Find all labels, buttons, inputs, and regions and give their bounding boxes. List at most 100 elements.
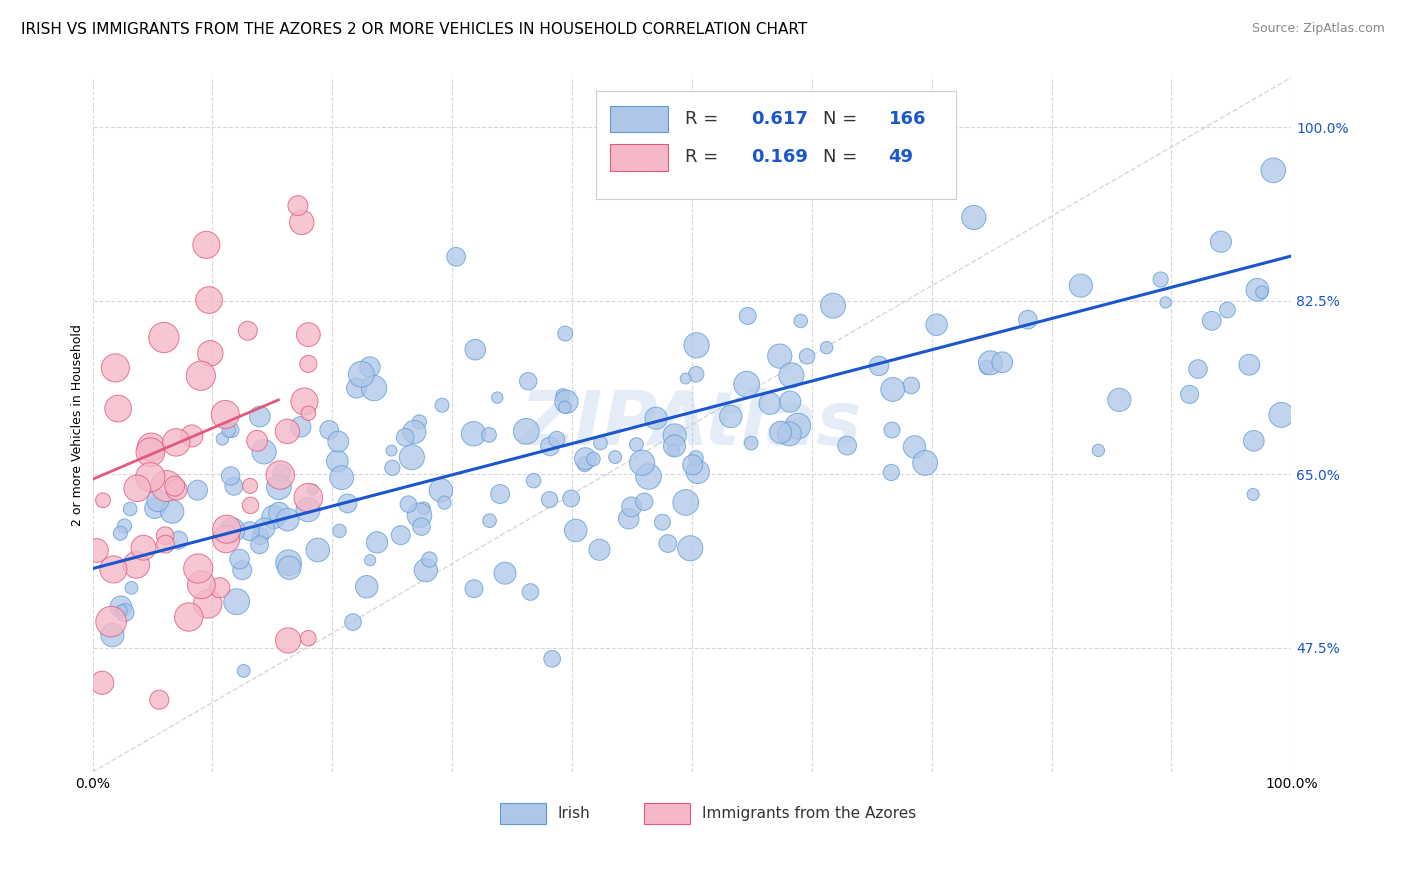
Point xyxy=(554,401,576,415)
Point xyxy=(444,250,467,264)
Point xyxy=(408,415,430,429)
Point xyxy=(139,445,162,459)
Point xyxy=(153,529,176,543)
Point xyxy=(318,423,340,437)
Point xyxy=(221,423,243,437)
FancyBboxPatch shape xyxy=(610,106,668,132)
Point xyxy=(463,426,485,441)
Point xyxy=(418,552,440,566)
Point xyxy=(290,419,312,434)
Point xyxy=(267,480,290,494)
Point xyxy=(114,519,136,533)
Point xyxy=(146,493,169,508)
Point xyxy=(110,603,132,617)
Point xyxy=(350,368,373,382)
Y-axis label: 2 or more Vehicles in Household: 2 or more Vehicles in Household xyxy=(72,324,84,525)
Point xyxy=(389,528,412,542)
Point xyxy=(779,394,801,409)
Point xyxy=(222,479,245,493)
Point xyxy=(780,368,803,383)
Point xyxy=(686,465,709,479)
Point xyxy=(103,562,125,576)
Point xyxy=(430,398,453,412)
Point xyxy=(914,456,936,470)
Point xyxy=(574,451,596,466)
Point xyxy=(190,578,212,592)
Point xyxy=(685,338,707,352)
Point xyxy=(408,508,430,523)
Point xyxy=(249,538,271,552)
Point xyxy=(523,474,546,488)
Text: 0.169: 0.169 xyxy=(751,148,807,166)
Point xyxy=(214,408,236,422)
Point xyxy=(815,341,838,355)
Point xyxy=(1187,362,1209,376)
Point xyxy=(463,582,485,596)
Point xyxy=(554,326,576,341)
Point xyxy=(104,360,127,375)
Point xyxy=(297,406,319,420)
Point xyxy=(278,560,301,574)
Point xyxy=(991,355,1014,369)
Point xyxy=(620,500,643,514)
Point xyxy=(1087,443,1109,458)
Point xyxy=(645,411,668,425)
Point xyxy=(297,491,319,505)
Point xyxy=(277,513,299,527)
Point xyxy=(433,495,456,509)
FancyBboxPatch shape xyxy=(644,803,689,824)
Point xyxy=(821,299,844,313)
Point xyxy=(187,561,209,575)
Point xyxy=(737,309,759,323)
Point xyxy=(588,542,610,557)
Point xyxy=(218,424,240,438)
Point xyxy=(882,383,904,397)
Point xyxy=(1178,387,1201,401)
Point xyxy=(546,432,568,446)
Point xyxy=(239,499,262,513)
Point xyxy=(412,501,434,516)
Point xyxy=(769,349,792,363)
Point xyxy=(163,479,186,493)
Point xyxy=(538,492,561,507)
Point xyxy=(631,456,654,470)
Point xyxy=(139,470,162,484)
Point xyxy=(786,419,808,434)
FancyBboxPatch shape xyxy=(610,145,668,170)
Point xyxy=(651,515,673,529)
Point xyxy=(86,543,108,558)
Point xyxy=(759,396,782,410)
Point xyxy=(270,466,292,480)
Point xyxy=(267,506,290,520)
Point xyxy=(1239,358,1261,372)
Point xyxy=(582,452,605,467)
Point xyxy=(291,215,314,229)
Point xyxy=(903,440,925,454)
Point xyxy=(605,450,627,464)
Point xyxy=(114,606,136,620)
Point xyxy=(232,664,254,678)
Point xyxy=(307,543,329,558)
Point xyxy=(297,327,319,342)
Point xyxy=(356,580,378,594)
Point xyxy=(778,426,800,441)
Point xyxy=(682,458,704,472)
Point xyxy=(411,519,433,533)
Point xyxy=(107,401,129,416)
Point xyxy=(91,493,114,508)
Point xyxy=(551,388,574,402)
Point xyxy=(277,556,299,570)
Point xyxy=(589,436,612,450)
Point xyxy=(110,526,132,541)
Point xyxy=(153,330,176,344)
Point xyxy=(249,409,271,424)
Point xyxy=(1201,314,1223,328)
Point xyxy=(366,535,388,549)
Text: Immigrants from the Azores: Immigrants from the Azores xyxy=(702,806,915,822)
Point xyxy=(143,501,166,516)
Point xyxy=(253,445,276,459)
Point xyxy=(735,377,758,392)
Point xyxy=(160,505,183,519)
Point xyxy=(880,423,903,437)
Point xyxy=(679,541,702,556)
